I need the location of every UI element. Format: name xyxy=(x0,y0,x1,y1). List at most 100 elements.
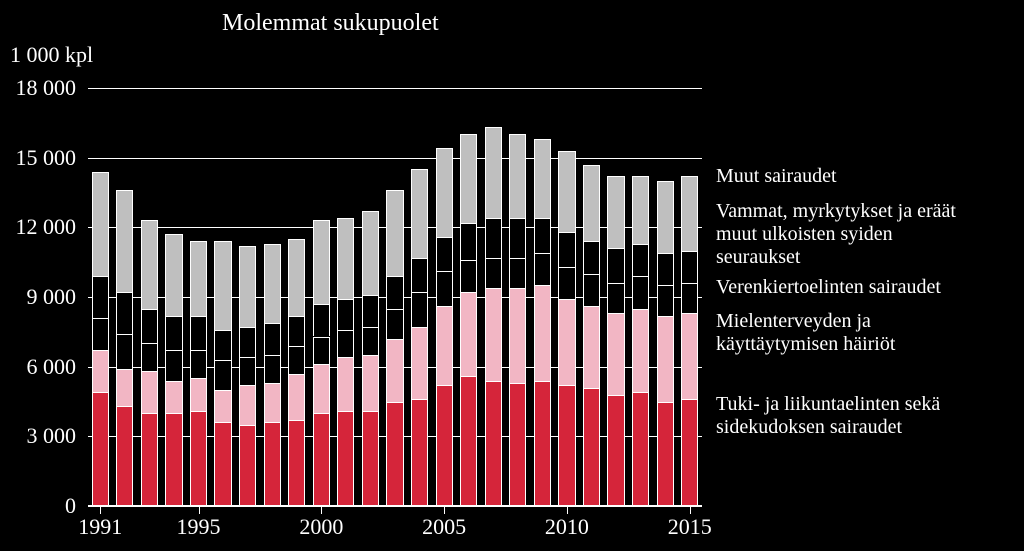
bar-segment xyxy=(632,176,649,243)
bar-segment xyxy=(509,288,526,383)
bar-segment xyxy=(436,148,453,236)
bar-segment xyxy=(239,327,256,357)
bar-segment xyxy=(313,220,330,304)
bar-segment xyxy=(632,392,649,506)
bar-segment xyxy=(264,383,281,422)
bar-segment xyxy=(558,299,575,385)
bar-segment xyxy=(190,411,207,506)
y-tick-label: 9 000 xyxy=(0,284,76,310)
bar-segment xyxy=(485,381,502,506)
x-tick xyxy=(567,506,568,514)
bar-segment xyxy=(411,292,428,327)
y-tick-label: 0 xyxy=(0,493,76,519)
bar-segment xyxy=(607,248,624,283)
bar-segment xyxy=(362,211,379,295)
bar-segment xyxy=(485,258,502,288)
bar-segment xyxy=(288,316,305,346)
bar-segment xyxy=(239,425,256,506)
bar-segment xyxy=(436,306,453,385)
bar-group xyxy=(632,88,649,506)
bar-segment xyxy=(288,346,305,374)
bar-segment xyxy=(509,218,526,257)
bar-segment xyxy=(264,323,281,356)
x-tick-label: 2000 xyxy=(299,514,343,540)
bar-segment xyxy=(288,374,305,420)
bar-segment xyxy=(264,422,281,506)
bar-segment xyxy=(214,422,231,506)
bar-segment xyxy=(583,388,600,506)
bar-segment xyxy=(190,378,207,411)
bar-group xyxy=(313,88,330,506)
y-tick-label: 6 000 xyxy=(0,354,76,380)
bar-group xyxy=(386,88,403,506)
bar-segment xyxy=(214,330,231,360)
bar-segment xyxy=(509,383,526,506)
bar-group xyxy=(337,88,354,506)
bar-segment xyxy=(534,253,551,286)
x-tick-label: 2015 xyxy=(668,514,712,540)
bar-segment xyxy=(386,309,403,339)
bar-segment xyxy=(681,176,698,250)
bar-segment xyxy=(632,309,649,393)
bar-group xyxy=(288,88,305,506)
bar-segment xyxy=(190,241,207,315)
bar-segment xyxy=(509,134,526,218)
bar-segment xyxy=(485,288,502,381)
bar-segment xyxy=(558,267,575,300)
bar-group xyxy=(681,88,698,506)
bar-segment xyxy=(411,399,428,506)
plot-area xyxy=(88,88,702,506)
y-tick-label: 3 000 xyxy=(0,423,76,449)
bar-group xyxy=(509,88,526,506)
bar-segment xyxy=(141,413,158,506)
bar-segment xyxy=(313,413,330,506)
bar-segment xyxy=(460,134,477,222)
bar-segment xyxy=(607,176,624,248)
legend-item: Verenkiertoelinten sairaudet xyxy=(716,276,941,299)
bar-segment xyxy=(190,316,207,351)
bar-segment xyxy=(116,369,133,406)
bar-segment xyxy=(141,343,158,371)
bar-segment xyxy=(460,260,477,293)
bar-segment xyxy=(460,292,477,376)
bar-group xyxy=(436,88,453,506)
bar-group xyxy=(607,88,624,506)
bar-segment xyxy=(632,276,649,309)
bar-segment xyxy=(436,271,453,306)
bar-segment xyxy=(657,316,674,402)
bar-segment xyxy=(116,190,133,292)
bar-segment xyxy=(264,355,281,383)
bar-group xyxy=(534,88,551,506)
bar-group xyxy=(583,88,600,506)
bar-group xyxy=(264,88,281,506)
bar-segment xyxy=(534,139,551,218)
bar-segment xyxy=(362,355,379,411)
bar-segment xyxy=(534,381,551,506)
bar-segment xyxy=(485,127,502,218)
bar-segment xyxy=(657,181,674,253)
bar-segment xyxy=(607,283,624,313)
bar-segment xyxy=(607,313,624,394)
bar-group xyxy=(657,88,674,506)
bar-segment xyxy=(534,218,551,253)
bar-segment xyxy=(386,339,403,402)
bar-group xyxy=(411,88,428,506)
bar-segment xyxy=(337,330,354,358)
bar-segment xyxy=(116,406,133,506)
bar-segment xyxy=(386,190,403,276)
bar-segment xyxy=(386,402,403,507)
bar-segment xyxy=(337,218,354,299)
bar-segment xyxy=(337,299,354,329)
bar-group xyxy=(460,88,477,506)
bar-group xyxy=(362,88,379,506)
bar-group xyxy=(116,88,133,506)
x-tick xyxy=(690,506,691,514)
legend-item: Muut sairaudet xyxy=(716,165,837,188)
bar-segment xyxy=(386,276,403,309)
bar-segment xyxy=(92,350,109,392)
bar-segment xyxy=(239,246,256,327)
bar-segment xyxy=(485,218,502,257)
bar-segment xyxy=(214,390,231,423)
y-tick-label: 18 000 xyxy=(0,75,76,101)
bar-segment xyxy=(436,237,453,272)
